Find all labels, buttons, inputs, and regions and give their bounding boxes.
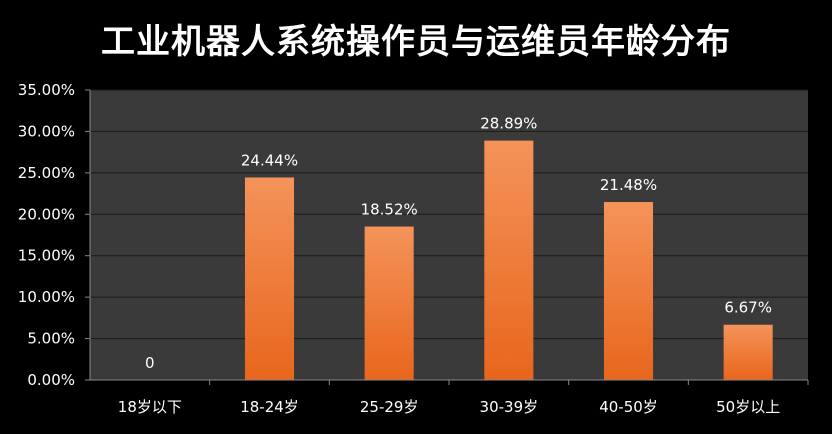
y-tick-label: 0.00% <box>27 371 75 389</box>
y-tick-label: 25.00% <box>18 164 75 182</box>
data-label: 24.44% <box>241 151 298 169</box>
y-tick-label: 15.00% <box>18 247 75 265</box>
data-label: 18.52% <box>361 201 418 219</box>
x-tick-label: 18岁以下 <box>118 398 182 416</box>
y-tick-label: 10.00% <box>18 288 75 306</box>
data-label: 28.89% <box>480 115 537 133</box>
x-tick-label: 25-29岁 <box>360 398 419 416</box>
data-label: 21.48% <box>600 176 657 194</box>
plot-area <box>90 90 808 380</box>
y-tick-label: 35.00% <box>18 81 75 99</box>
y-tick-label: 20.00% <box>18 205 75 223</box>
data-label: 6.67% <box>724 299 772 317</box>
x-tick-label: 18-24岁 <box>240 398 299 416</box>
bar <box>603 202 654 380</box>
x-tick-label: 50岁以上 <box>716 398 780 416</box>
bar <box>244 177 295 380</box>
x-tick-label: 30-39岁 <box>480 398 539 416</box>
x-tick-label: 40-50岁 <box>599 398 658 416</box>
chart-title: 工业机器人系统操作员与运维员年龄分布 <box>101 22 731 62</box>
y-tick-label: 30.00% <box>18 122 75 140</box>
data-label: 0 <box>145 354 155 372</box>
bar <box>723 324 773 380</box>
y-tick-label: 5.00% <box>27 330 75 348</box>
bar <box>364 226 414 380</box>
bar <box>484 140 534 380</box>
